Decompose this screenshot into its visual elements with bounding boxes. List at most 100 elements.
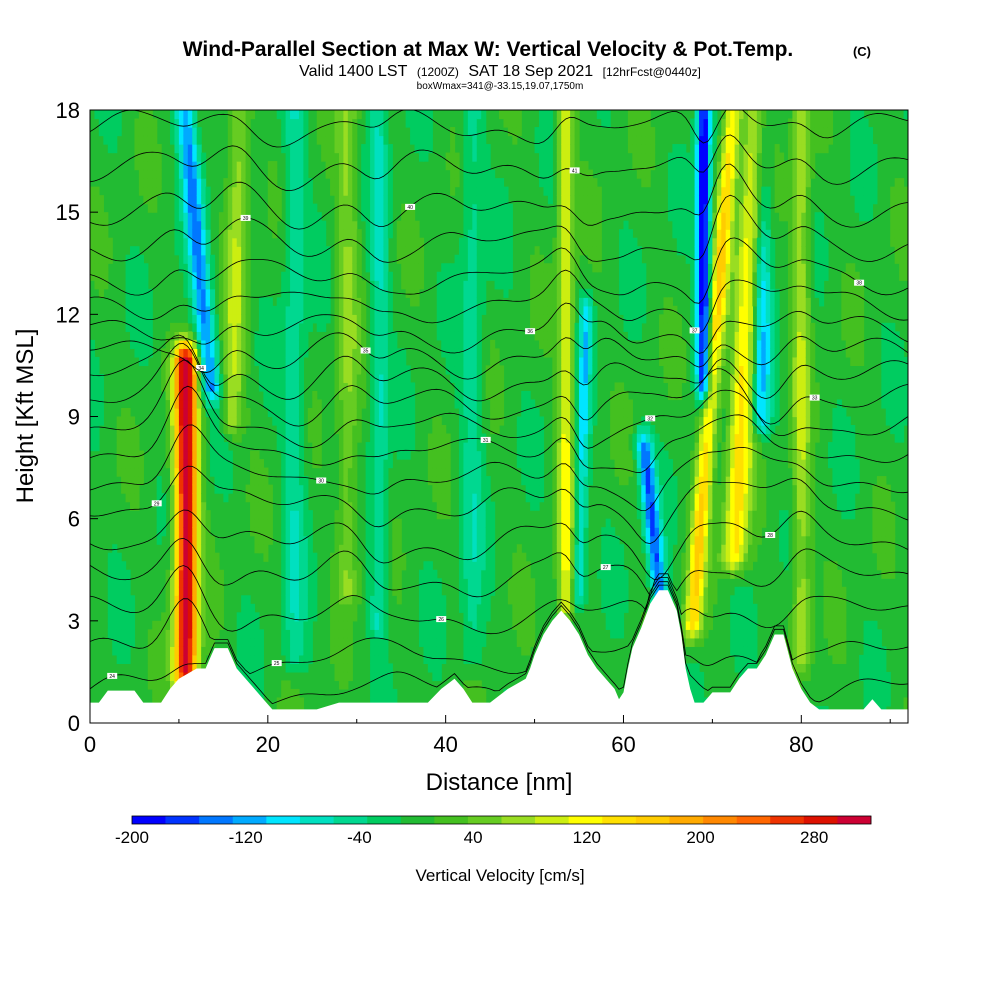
velocity-cell bbox=[258, 484, 264, 494]
velocity-cell bbox=[312, 416, 318, 426]
velocity-cell bbox=[178, 425, 184, 435]
velocity-cell bbox=[241, 603, 247, 613]
velocity-cell bbox=[565, 595, 571, 605]
velocity-cell bbox=[276, 305, 282, 315]
velocity-cell bbox=[170, 654, 176, 664]
velocity-cell bbox=[130, 612, 136, 622]
velocity-cell bbox=[378, 561, 385, 571]
velocity-cell bbox=[481, 688, 487, 699]
velocity-cell bbox=[214, 603, 220, 613]
velocity-cell bbox=[174, 152, 180, 162]
velocity-cell bbox=[614, 450, 620, 460]
velocity-cell bbox=[138, 459, 144, 469]
velocity-cell bbox=[472, 229, 478, 239]
velocity-cell bbox=[352, 178, 358, 188]
velocity-cell bbox=[432, 476, 438, 486]
velocity-cell bbox=[196, 416, 202, 426]
velocity-cell bbox=[383, 246, 389, 256]
velocity-cell bbox=[303, 518, 309, 528]
velocity-cell bbox=[383, 399, 389, 409]
velocity-cell bbox=[610, 586, 616, 596]
velocity-cell bbox=[236, 220, 242, 230]
velocity-cell bbox=[187, 433, 193, 443]
velocity-cell bbox=[374, 467, 380, 477]
velocity-cell bbox=[90, 373, 96, 384]
velocity-cell bbox=[352, 271, 358, 281]
velocity-cell bbox=[641, 152, 647, 162]
velocity-cell bbox=[245, 220, 251, 230]
velocity-cell bbox=[378, 535, 385, 545]
velocity-cell bbox=[401, 442, 407, 452]
velocity-cell bbox=[116, 646, 122, 656]
velocity-cell bbox=[565, 390, 571, 401]
velocity-cell bbox=[516, 459, 522, 469]
velocity-cell bbox=[196, 280, 202, 290]
velocity-cell bbox=[116, 110, 122, 120]
velocity-cell bbox=[258, 680, 264, 690]
velocity-cell bbox=[201, 254, 207, 264]
velocity-cell bbox=[587, 348, 593, 358]
velocity-cell bbox=[574, 186, 580, 196]
velocity-cell bbox=[121, 459, 127, 469]
velocity-cell bbox=[636, 501, 642, 511]
velocity-cell bbox=[445, 510, 451, 520]
velocity-cell bbox=[183, 493, 189, 503]
velocity-cell bbox=[632, 442, 638, 452]
velocity-cell bbox=[370, 697, 376, 707]
velocity-cell bbox=[472, 118, 478, 128]
velocity-cell bbox=[138, 280, 144, 290]
velocity-cell bbox=[307, 433, 313, 443]
velocity-cell bbox=[663, 331, 669, 341]
velocity-cell bbox=[245, 161, 251, 171]
velocity-cell bbox=[467, 578, 473, 588]
velocity-cell bbox=[378, 356, 385, 367]
velocity-cell bbox=[507, 127, 513, 137]
velocity-cell bbox=[281, 407, 287, 418]
velocity-cell bbox=[196, 586, 202, 596]
velocity-cell bbox=[152, 161, 158, 171]
velocity-cell bbox=[241, 595, 247, 605]
velocity-cell bbox=[183, 144, 189, 154]
velocity-cell bbox=[432, 646, 438, 656]
velocity-cell bbox=[556, 110, 562, 120]
velocity-cell bbox=[383, 152, 389, 162]
velocity-cell bbox=[352, 314, 358, 324]
velocity-cell bbox=[352, 152, 358, 162]
velocity-cell bbox=[290, 399, 296, 409]
velocity-cell bbox=[481, 305, 487, 315]
velocity-cell bbox=[552, 280, 558, 290]
velocity-cell bbox=[303, 637, 309, 647]
velocity-cell bbox=[645, 161, 651, 171]
velocity-cell bbox=[312, 297, 318, 307]
velocity-cell bbox=[307, 263, 313, 273]
velocity-cell bbox=[267, 382, 273, 392]
velocity-cell bbox=[481, 246, 487, 256]
velocity-cell bbox=[490, 246, 496, 256]
velocity-cell bbox=[174, 544, 180, 554]
velocity-cell bbox=[365, 169, 371, 179]
velocity-cell bbox=[374, 552, 380, 562]
velocity-cell bbox=[338, 195, 345, 205]
velocity-cell bbox=[494, 390, 500, 401]
velocity-cell bbox=[463, 552, 469, 562]
velocity-cell bbox=[596, 229, 602, 239]
velocity-cell bbox=[170, 425, 176, 435]
velocity-cell bbox=[352, 305, 358, 315]
velocity-cell bbox=[94, 425, 100, 435]
velocity-cell bbox=[178, 152, 184, 162]
velocity-cell bbox=[347, 493, 353, 503]
velocity-cell bbox=[250, 110, 256, 120]
velocity-cell bbox=[499, 220, 505, 230]
velocity-cell bbox=[94, 399, 100, 409]
velocity-cell bbox=[476, 612, 482, 622]
velocity-cell bbox=[170, 459, 176, 469]
velocity-cell bbox=[347, 399, 353, 409]
velocity-cell bbox=[525, 637, 531, 647]
velocity-cell bbox=[130, 595, 136, 605]
velocity-cell bbox=[352, 127, 358, 137]
velocity-cell bbox=[467, 178, 473, 188]
velocity-cell bbox=[241, 246, 247, 256]
velocity-cell bbox=[543, 144, 549, 154]
velocity-cell bbox=[174, 365, 180, 375]
velocity-cell bbox=[583, 450, 589, 460]
